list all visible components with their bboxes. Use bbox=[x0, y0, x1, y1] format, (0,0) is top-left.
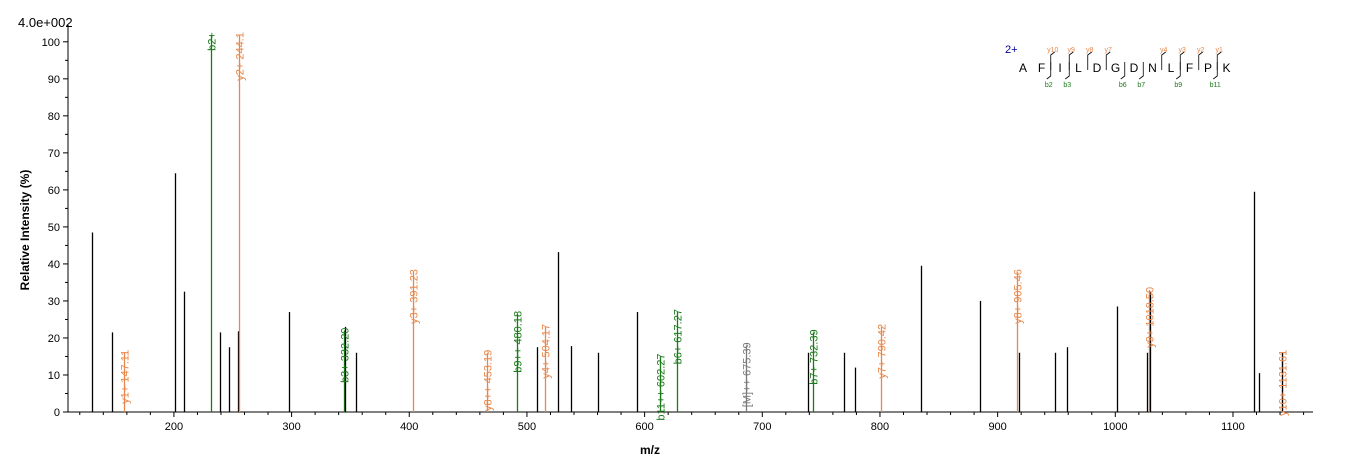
y-tick-label: 50 bbox=[48, 222, 60, 234]
y-ion-cleavage-marker bbox=[1198, 51, 1203, 70]
peak-label: y10+ 1131.61 bbox=[1278, 350, 1290, 416]
sequence-residue: A bbox=[1019, 61, 1027, 75]
y-ion-label: y1 bbox=[1216, 47, 1224, 54]
y-axis-title: Relative Intensity (%) bbox=[18, 170, 32, 291]
peak-label: b9++ 480.18 bbox=[513, 311, 525, 373]
y-tick-label: 30 bbox=[48, 296, 60, 308]
peak-label: b3+ 332.20 bbox=[340, 328, 352, 383]
y-tick-label: 40 bbox=[48, 259, 60, 271]
chart-axes: 0 10 20 30 40 50 60 70 80 90 100 200 300 400 500 600 700… bbox=[42, 25, 1313, 433]
b-ion-label: b9 bbox=[1174, 82, 1182, 89]
y-ion-cleavage-marker bbox=[1105, 51, 1111, 70]
y-tick-label: 20 bbox=[48, 333, 60, 345]
sequence-residue: P bbox=[1204, 61, 1212, 75]
intensity-scale-label: 4.0e+002 bbox=[18, 15, 73, 30]
peak-label: [M]++ 675.39 bbox=[742, 342, 754, 407]
x-tick-label: 1100 bbox=[1221, 421, 1245, 433]
b-ion-label: b7 bbox=[1137, 82, 1145, 89]
x-tick-label: 700 bbox=[753, 421, 771, 433]
y-ion-cleavage-marker bbox=[1050, 51, 1055, 70]
x-tick-label: 500 bbox=[518, 421, 536, 433]
sequence-residue: K bbox=[1222, 61, 1230, 75]
y-ion-label: y2 bbox=[1197, 47, 1205, 54]
peak-label: y1+ 147.11 bbox=[120, 350, 132, 404]
peak-label: y4+ 504.17 bbox=[541, 324, 553, 379]
sequence-residue: L bbox=[1075, 61, 1082, 75]
peak-label: b2+ bbox=[207, 32, 219, 51]
b-ion-cleavage-marker bbox=[1176, 62, 1181, 80]
sequence-residue: I bbox=[1058, 61, 1061, 75]
y-ion-label: y8 bbox=[1086, 47, 1094, 54]
sequence-residue: G bbox=[1111, 61, 1120, 75]
y-tick-label: 100 bbox=[42, 37, 60, 49]
y-tick-label: 70 bbox=[48, 148, 60, 160]
b-ion-cleavage-marker bbox=[1046, 62, 1052, 80]
peak-label: b6+ 617.27 bbox=[673, 309, 685, 364]
b-ion-label: b6 bbox=[1119, 82, 1127, 89]
y-ion-label: y3 bbox=[1179, 47, 1187, 54]
peak-label: b11++ 602.27 bbox=[656, 353, 668, 420]
x-tick-label: 1000 bbox=[1103, 421, 1127, 433]
peak-label: y3+ 391.23 bbox=[409, 269, 421, 324]
peak-label: y9+ 1018.50 bbox=[1145, 287, 1157, 348]
x-tick-label: 200 bbox=[165, 421, 183, 433]
peak-label: y2+ 244.1 bbox=[235, 32, 247, 81]
y-tick-label: 90 bbox=[48, 74, 60, 86]
peak-label: y7+ 790.42 bbox=[877, 324, 889, 379]
b-ion-cleavage-marker bbox=[1213, 62, 1218, 80]
y-ion-label: y7 bbox=[1105, 47, 1113, 54]
y-ion-cleavage-marker bbox=[1161, 51, 1166, 70]
x-tick-label: 800 bbox=[871, 421, 889, 433]
y-tick-label: 60 bbox=[48, 185, 60, 197]
x-tick-label: 600 bbox=[635, 421, 653, 433]
y-tick-label: 0 bbox=[54, 407, 60, 419]
y-ion-cleavage-marker bbox=[1087, 51, 1092, 70]
x-axis-title: m/z bbox=[640, 443, 660, 457]
peak-labels: y1+ 147.11 b2+ y2+ 244.1 b3+ 332.20 y3+ 391.… bbox=[120, 32, 1290, 420]
x-tick-label: 900 bbox=[988, 421, 1006, 433]
peak-bars bbox=[91, 35, 1284, 412]
sequence-residue: L bbox=[1168, 61, 1175, 75]
b-ion-cleavage-marker bbox=[1139, 62, 1144, 80]
peak-label: y8++ 453.19 bbox=[483, 350, 495, 411]
precursor-charge-label: 2+ bbox=[1005, 44, 1018, 56]
y-tick-label: 80 bbox=[48, 111, 60, 123]
sequence-residue: N bbox=[1148, 61, 1157, 75]
y-tick-label: 10 bbox=[48, 370, 60, 382]
b-ion-label: b11 bbox=[1210, 82, 1221, 89]
y-ion-label: y4 bbox=[1160, 47, 1168, 54]
sequence-residue: F bbox=[1038, 61, 1045, 75]
b-ion-cleavage-marker bbox=[1065, 62, 1070, 80]
b-ion-cleavage-marker bbox=[1120, 62, 1126, 80]
y-ion-label: y10 bbox=[1047, 47, 1058, 54]
x-tick-label: 400 bbox=[400, 421, 418, 433]
sequence-residue: D bbox=[1130, 61, 1139, 75]
b-ion-label: b3 bbox=[1063, 82, 1071, 89]
sequence-residue: D bbox=[1093, 61, 1102, 75]
sequence-residue: F bbox=[1186, 61, 1193, 75]
peak-label: y8+ 905.46 bbox=[1013, 269, 1025, 324]
x-tick-label: 300 bbox=[282, 421, 300, 433]
y-ion-cleavage-marker bbox=[1216, 51, 1222, 70]
peak-label: b7+ 732.39 bbox=[809, 329, 821, 384]
y-ion-cleavage-marker bbox=[1179, 51, 1185, 70]
b-ion-label: b2 bbox=[1045, 82, 1053, 89]
y-ion-label: y9 bbox=[1068, 47, 1076, 54]
y-ion-cleavage-marker bbox=[1068, 51, 1074, 70]
